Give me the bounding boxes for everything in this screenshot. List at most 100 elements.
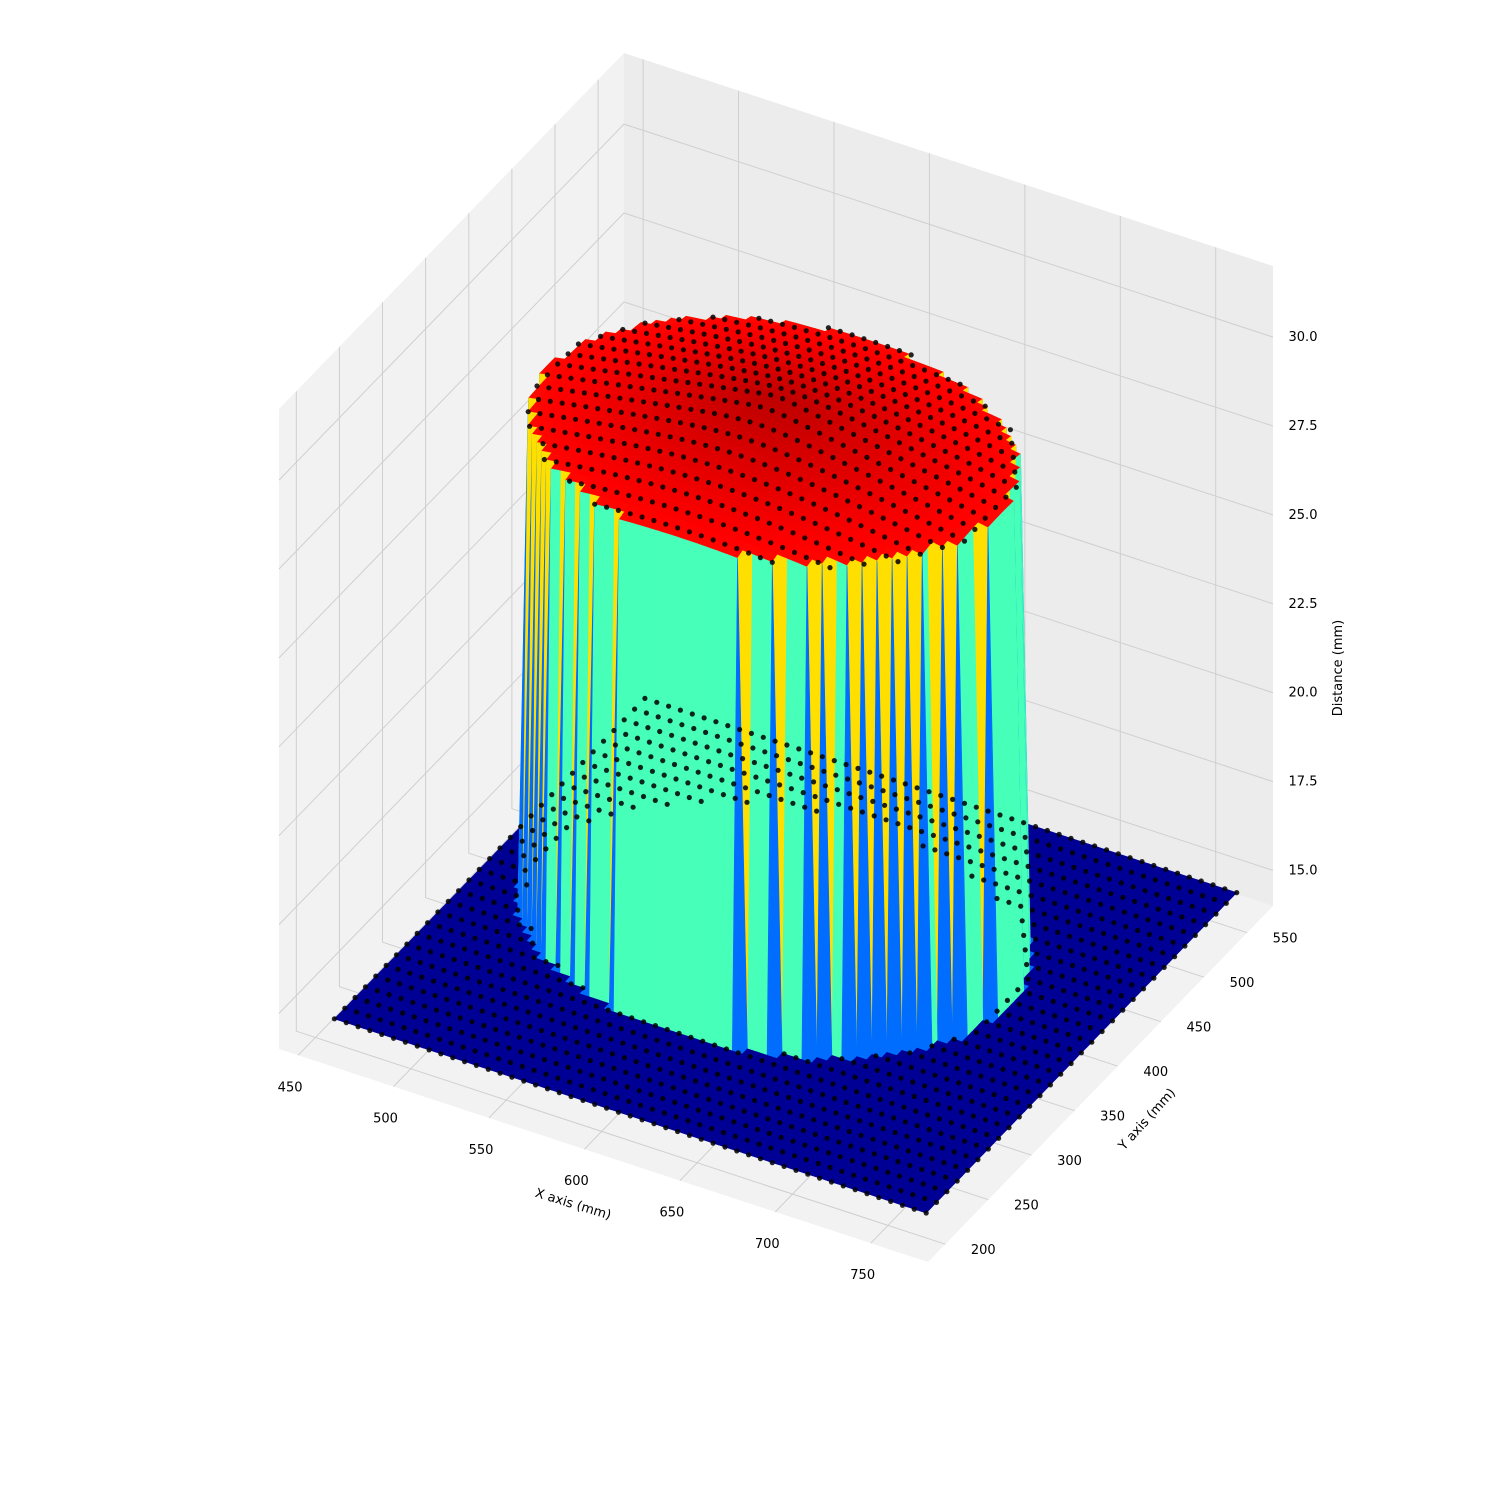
scatter-point [830,354,836,360]
scatter-point [821,768,827,774]
scatter-point [710,396,716,402]
scatter-point [476,866,482,872]
scatter-point [712,1042,718,1048]
scatter-point [725,1060,731,1067]
scatter-point [953,440,959,446]
scatter-point [683,765,690,771]
scatter-point [599,452,605,458]
scatter-point [694,1093,700,1099]
scatter-point [627,384,633,390]
scatter-point [720,1129,727,1136]
scatter-point [1056,831,1062,838]
scatter-point [1013,859,1019,866]
scatter-point [635,1073,641,1079]
scatter-point [933,1087,940,1093]
scatter-point [618,800,624,806]
scatter-point [396,981,403,987]
scatter-point [543,1071,549,1077]
scatter-point [447,1026,453,1032]
scatter-point [512,991,518,997]
scatter-point [713,427,719,434]
scatter-point [957,486,963,492]
scatter-point [459,917,465,923]
scatter-point [417,959,423,966]
scatter-point [791,401,798,407]
scatter-point [636,478,642,484]
scatter-point [737,338,743,345]
scatter-point [388,1006,394,1012]
scatter-point [503,1016,509,1022]
scatter-point [777,1120,783,1126]
scatter-point [649,374,656,381]
scatter-point [911,373,917,380]
scatter-point [507,947,513,953]
scatter-point [743,377,749,384]
scatter-point [740,756,746,762]
scatter-point [782,340,789,347]
scatter-point [790,389,796,395]
scatter-point [821,371,827,377]
scatter-point [920,843,926,849]
scatter-point [399,1010,406,1016]
scatter-point [643,330,650,336]
scatter-point [800,1127,807,1134]
scatter-point [913,385,919,391]
scatter-point [614,489,620,495]
scatter-point [851,431,857,437]
scatter-point [664,1026,670,1033]
scatter-point [787,1109,793,1115]
scatter-point [615,507,622,513]
scatter-point [630,1029,636,1035]
scatter-point [966,460,972,466]
scatter-point [362,984,369,990]
scatter-point [805,1059,811,1065]
scatter-point [766,792,772,799]
scatter-point [1022,947,1028,953]
scatter-point [645,341,651,347]
scatter-point [408,985,414,991]
scatter-point [1027,878,1033,884]
scatter-point [726,346,732,352]
scatter-point [544,1086,551,1092]
scatter-point [701,425,707,431]
scatter-point [567,1079,573,1085]
scatter-point [760,734,766,740]
scatter-point [682,751,688,757]
scatter-point [583,1014,589,1020]
scatter-point [848,1143,854,1149]
scatter-point [836,531,842,537]
scatter-point [868,509,875,515]
z-grid-line [278,123,1274,481]
scatter-point [496,943,502,949]
scatter-point [777,505,783,511]
scatter-point [518,1049,524,1055]
scatter-point [464,975,471,981]
scatter-point [753,774,759,780]
scatter-point [972,526,978,533]
scatter-point [624,475,630,481]
scatter-point [784,1080,790,1086]
scatter-point [367,1027,373,1034]
scatter-point [700,408,706,414]
scatter-point [546,988,552,994]
scatter-point [664,402,670,408]
scatter-point [722,1144,728,1150]
scatter-point [858,395,864,401]
scatter-point [658,353,664,360]
scatter-point [1089,926,1095,933]
scatter-point [620,326,626,333]
scatter-point [500,987,506,993]
scatter-point [1021,820,1027,826]
scatter-point [707,372,713,378]
scatter-point [618,1026,625,1032]
scatter-point [377,1017,383,1023]
scatter-point [766,382,772,388]
scatter-point [411,1014,417,1020]
scatter-point [657,1066,663,1072]
scatter-point [894,1144,900,1150]
scatter-point [673,506,679,512]
scatter-point [639,779,645,785]
scatter-point [583,404,589,410]
scatter-point [688,406,694,412]
scatter-point [478,881,484,887]
